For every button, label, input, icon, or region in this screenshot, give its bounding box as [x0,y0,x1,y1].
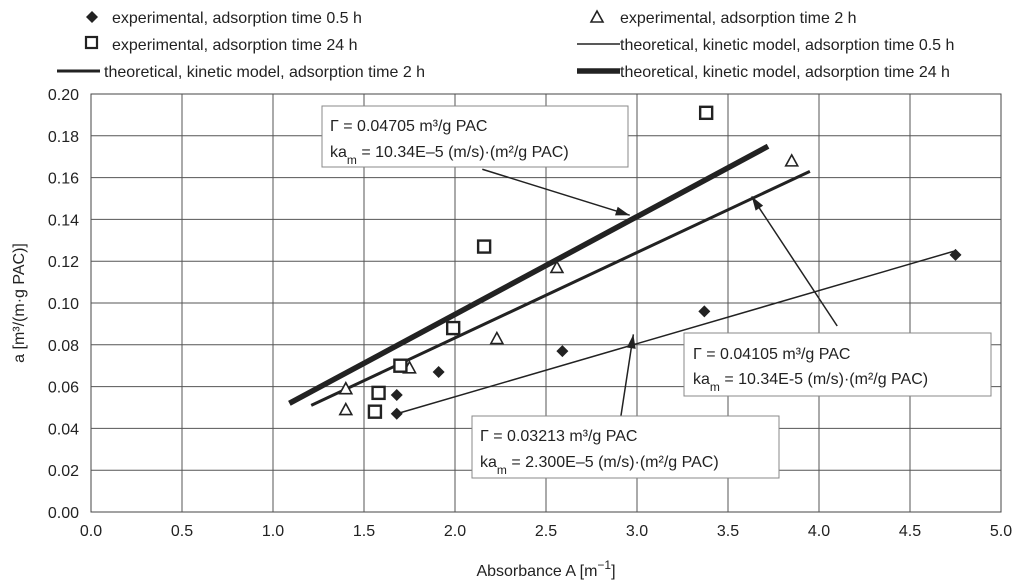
annotation-2h: Γ = 0.04105 m³/g PAC kam = 10.34E-5 (m/s… [683,332,992,397]
annotation-box-2h [683,332,992,397]
annotation-arrow-line [482,168,630,216]
y-tick-label: 0.18 [48,129,79,146]
annotation-gamma-05h: Γ = 0.03213 m³/g PAC [480,428,637,445]
annotation-arrow-head [751,196,764,211]
annotation-arrow-line [751,195,838,327]
data-point-triangle [549,259,565,274]
y-axis-title: a [m³/(m·g PAC)] [11,243,28,363]
data-point-triangle [489,330,505,345]
annotation-arrow-head [615,206,630,216]
data-point-square [698,105,714,121]
data-point-square [367,404,383,419]
series-points [338,105,962,420]
data-point-square [393,358,408,373]
legend-marker-square [84,35,99,50]
x-tick-label: 0.0 [80,523,102,540]
y-tick-label: 0.20 [48,87,79,104]
annotation-arrow-line [619,334,635,419]
y-tick-label: 0.02 [48,463,79,480]
x-tick-label: 2.0 [444,523,466,540]
x-axis-ticks: 0.0 0.5 1.0 1.5 2.0 2.5 3.0 3.5 4.0 4.5 5.0 [80,523,1012,540]
x-tick-label: 0.5 [171,523,193,540]
legend: experimental, adsorption time 0.5 h expe… [57,9,954,81]
data-point-triangle [784,153,800,167]
annotation-arrow-head [626,334,636,349]
x-tick-label: 2.5 [535,523,557,540]
data-point-diamond [432,365,445,378]
y-tick-label: 0.06 [48,380,79,397]
x-tick-label: 1.0 [262,523,284,540]
x-tick-label: 5.0 [990,523,1012,540]
data-point-diamond [698,305,711,318]
legend-label-theo-2h: theoretical, kinetic model, adsorption t… [104,64,425,81]
legend-label-exp-24h: experimental, adsorption time 24 h [112,37,357,54]
data-point-triangle [338,401,354,416]
annotation-ka-05h: kam = 2.300E–5 (m/s)·(m²/g PAC) [480,454,719,477]
annotation-arrows [482,168,838,419]
annotation-24h: Γ = 0.04705 m³/g PAC kam = 10.34E–5 (m/s… [321,105,629,168]
x-tick-label: 4.5 [899,523,921,540]
legend-label-exp-05h: experimental, adsorption time 0.5 h [112,10,362,27]
legend-marker-triangle [589,9,605,23]
data-point-diamond [949,248,962,261]
y-axis-ticks: 0.00 0.02 0.04 0.06 0.08 0.10 0.12 0.14 0.16 0.18… [48,87,79,522]
annotation-box-24h [321,105,629,168]
grid [91,94,1001,512]
legend-label-theo-05h: theoretical, kinetic model, adsorption t… [620,37,954,54]
legend-marker-diamond [86,11,98,23]
x-tick-label: 3.0 [626,523,648,540]
annotation-gamma-24h: Γ = 0.04705 m³/g PAC [330,118,487,135]
annotation-ka-24h: kam = 10.34E–5 (m/s)·(m²/g PAC) [330,144,569,167]
y-tick-label: 0.16 [48,171,79,188]
x-tick-label: 1.5 [353,523,375,540]
y-tick-label: 0.04 [48,421,79,438]
annotation-box-05h [471,415,780,479]
series-line [288,143,770,406]
y-tick-label: 0.12 [48,254,79,271]
legend-label-theo-24h: theoretical, kinetic model, adsorption t… [620,64,950,81]
data-point-triangle [338,381,354,395]
annotation-05h: Γ = 0.03213 m³/g PAC kam = 2.300E–5 (m/s… [471,415,780,479]
x-axis-title: Absorbance A [m−1] [476,558,615,580]
y-tick-label: 0.10 [48,296,79,313]
data-point-diamond [390,407,403,420]
data-point-diamond [390,388,403,401]
annotation-gamma-2h: Γ = 0.04105 m³/g PAC [693,346,850,363]
data-point-square [476,239,492,254]
data-point-square [445,320,461,336]
series-line [396,250,956,415]
x-tick-label: 3.5 [717,523,739,540]
y-tick-label: 0.14 [48,212,79,229]
y-tick-label: 0.00 [48,505,79,522]
data-point-diamond [556,345,569,358]
data-point-square [371,385,386,401]
annotation-ka-2h: kam = 10.34E-5 (m/s)·(m²/g PAC) [693,371,928,394]
legend-label-exp-2h: experimental, adsorption time 2 h [620,10,857,27]
x-tick-label: 4.0 [808,523,830,540]
y-tick-label: 0.08 [48,338,79,355]
